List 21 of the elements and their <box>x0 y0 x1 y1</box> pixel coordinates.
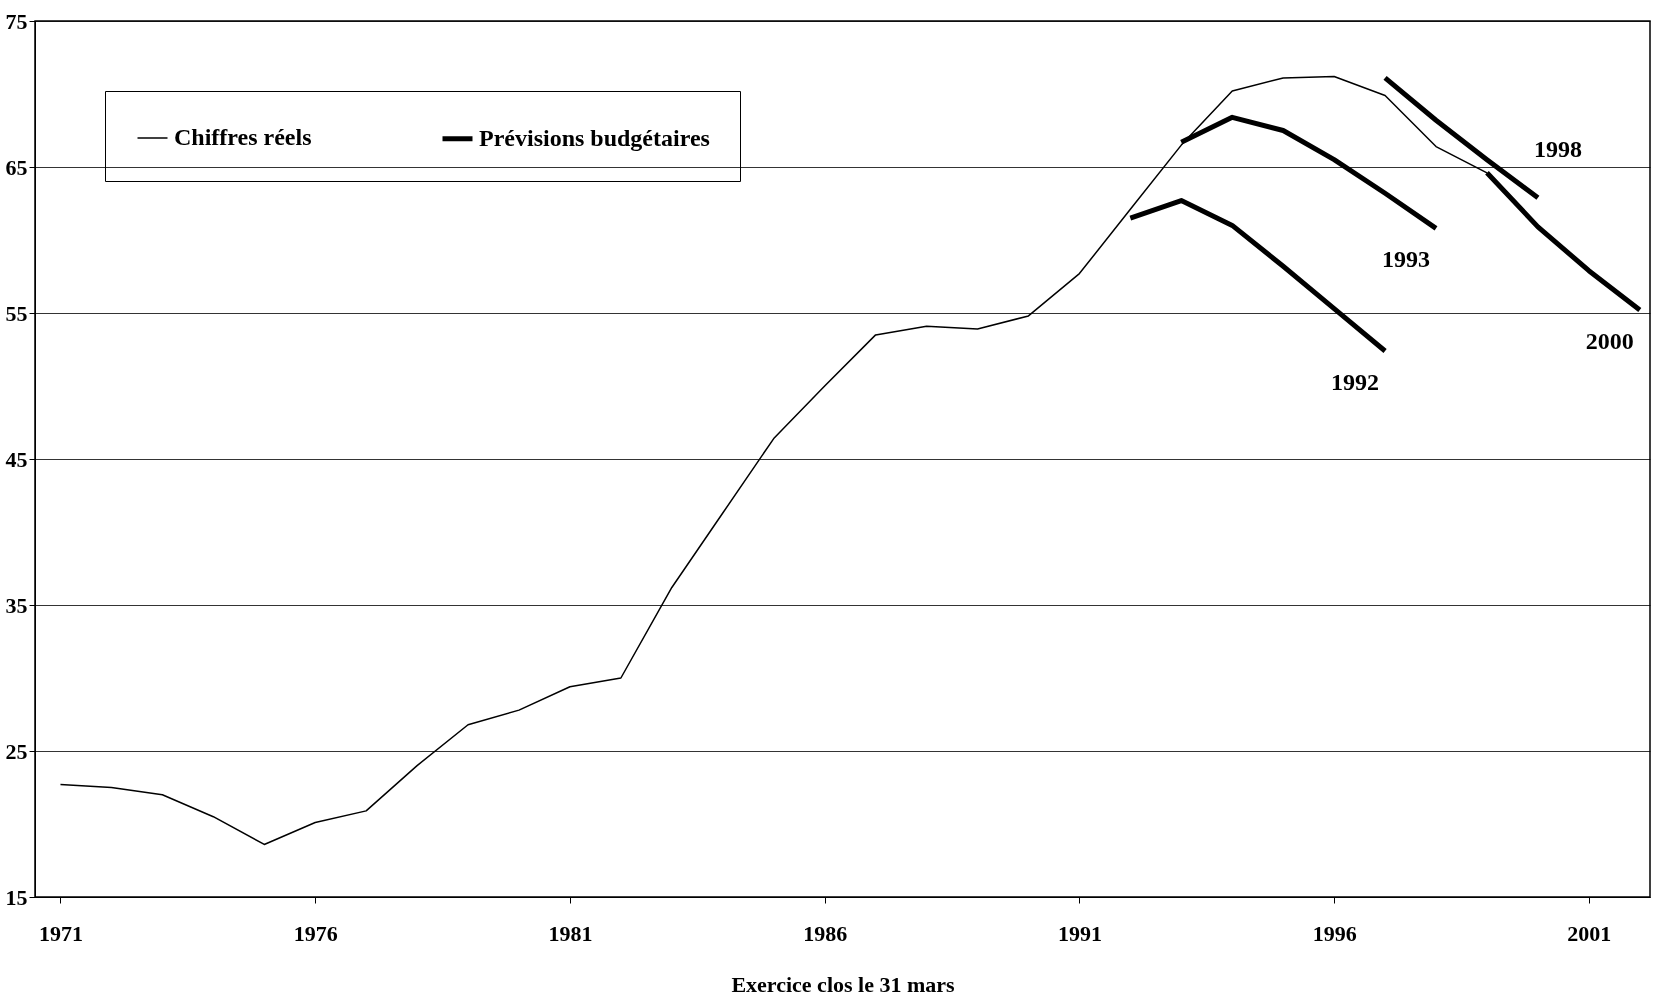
annotation: 1998 <box>1533 135 1582 162</box>
legend-label: Chiffres réels <box>174 124 312 150</box>
x-tick-label: 2001 <box>1567 920 1612 946</box>
x-tick-label: 1996 <box>1312 920 1357 946</box>
x-tick-label: 1986 <box>803 920 848 946</box>
x-tick-label: 1981 <box>548 920 593 946</box>
y-tick-label: 15 <box>5 884 28 910</box>
legend-label: Prévisions budgétaires <box>479 124 710 151</box>
y-tick-label: 75 <box>5 8 28 34</box>
y-tick-label: 35 <box>5 592 28 618</box>
annotation: 1993 <box>1382 246 1431 273</box>
x-axis-title: Exercice clos le 31 mars <box>731 971 956 997</box>
annotation: 1992 <box>1331 368 1380 395</box>
y-tick-label: 25 <box>5 738 28 764</box>
annotation: 2000 <box>1585 328 1634 355</box>
x-tick-label: 1976 <box>293 920 338 946</box>
x-tick-label: 1971 <box>38 920 83 946</box>
y-tick-label: 55 <box>5 300 28 326</box>
y-tick-label: 65 <box>5 154 28 180</box>
x-tick-label: 1991 <box>1057 920 1102 946</box>
y-tick-label: 45 <box>5 446 28 472</box>
